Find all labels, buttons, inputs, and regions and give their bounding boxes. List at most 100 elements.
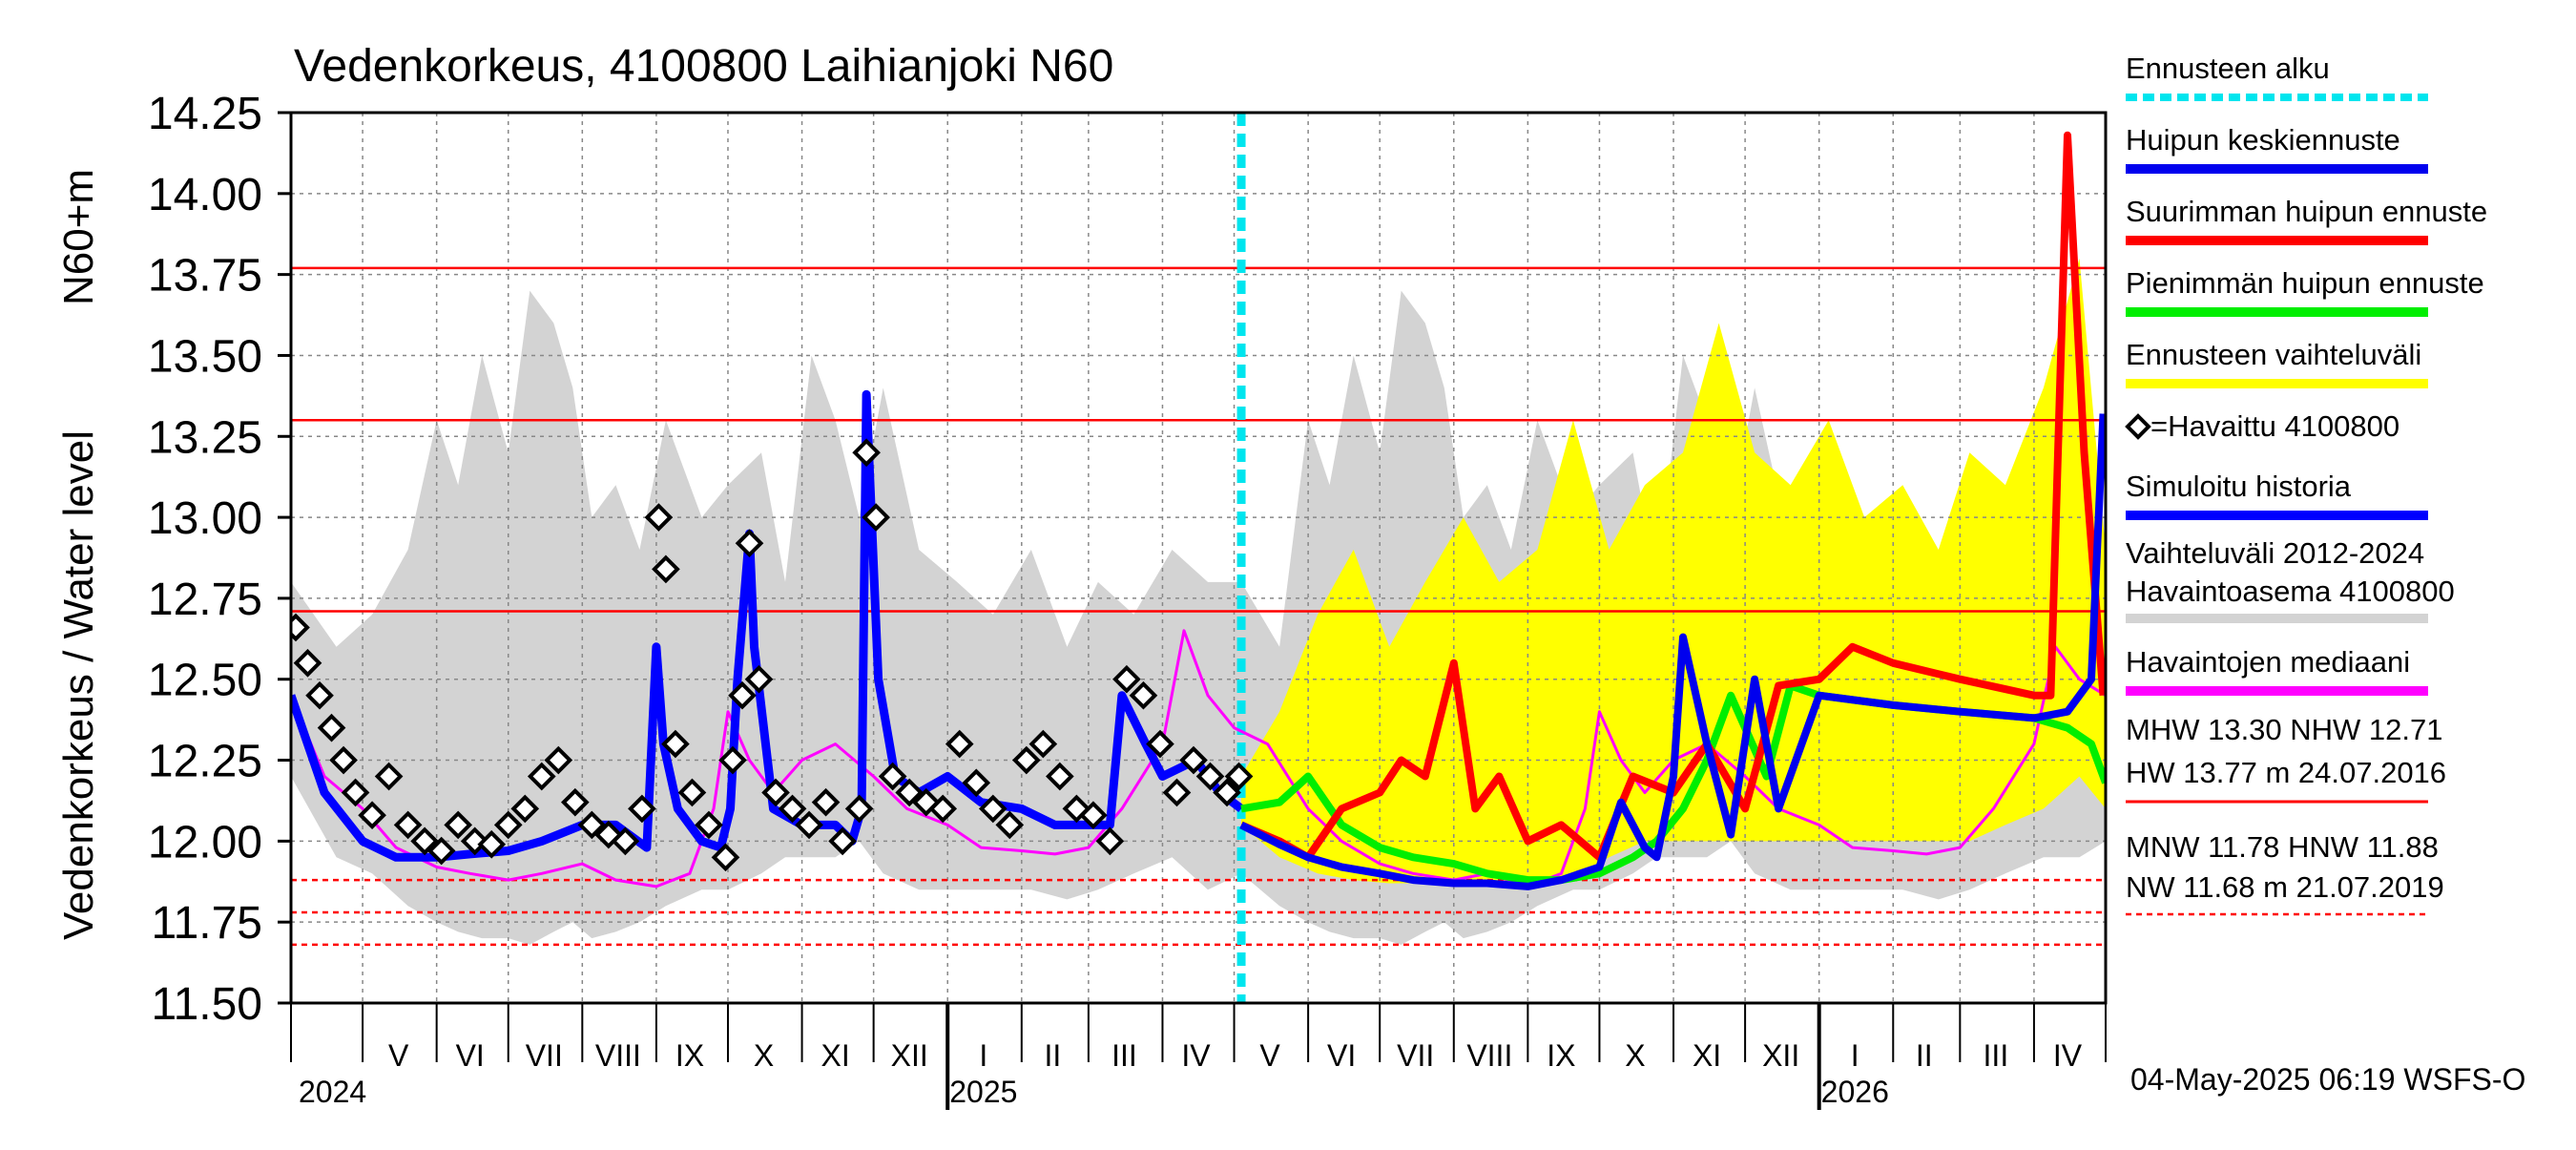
x-month-label: V [388,1038,409,1073]
observed-point [611,826,640,856]
legend-label-huipun-keskiennuste: Huipun keskiennuste [2126,123,2400,157]
observed-point [493,810,523,840]
stats-low-line2: NW 11.68 m 21.07.2019 [2126,870,2444,904]
x-month-label: XII [891,1038,928,1073]
observed-point [291,613,310,642]
legend-label-suurimman-huipun-ennuste: Suurimman huipun ennuste [2126,195,2487,228]
x-month-label: IX [1547,1038,1575,1073]
x-month-label: XI [821,1038,849,1073]
legend-label-ennusteen-vaihteluv-li: Ennusteen vaihteluväli [2126,338,2421,371]
observed-point [1146,729,1174,759]
legend-marker-observed [2125,413,2151,440]
observed-point [945,729,974,759]
y-tick-label: 12.75 [148,575,262,625]
observed-point [1046,762,1074,791]
y-tick-label: 13.50 [148,331,262,382]
y-tick-label: 14.00 [148,170,262,220]
observed-point [1079,801,1108,830]
x-month-label: XII [1762,1038,1799,1073]
observed-point [1213,778,1241,807]
y-tick-label: 12.25 [148,737,262,787]
observed-point [735,529,764,558]
x-month-label: VIII [595,1038,641,1073]
observed-point [293,648,322,678]
observed-point [410,826,439,856]
series-havaintojen-mediaani [291,629,2106,889]
x-month-label: VII [1397,1038,1434,1073]
legend-label-ennusteen-alku: Ennusteen alku [2126,52,2330,85]
observed-point [828,826,857,856]
y-tick-label: 14.25 [148,89,262,139]
y-tick-label: 12.00 [148,817,262,868]
observed-point [317,713,346,742]
observed-point [477,829,507,859]
y-tick-label: 13.75 [148,251,262,302]
legend: Ennusteen alku Huipun keskiennuste Suurimm… [2125,52,2487,916]
observed-point [1028,729,1058,759]
legend-label-simuloitu-historia: Simuloitu historia [2126,470,2352,503]
x-month-label: IX [675,1038,704,1073]
observed-point [393,810,423,840]
observed-point [718,745,747,775]
observed-point [711,843,740,872]
x-month-label: III [1984,1038,2009,1073]
observed-point [928,794,958,824]
observed-point [978,794,1008,824]
observed-point [795,810,823,840]
observed-point [1179,745,1208,775]
observed-point [544,745,573,775]
legend-label-havaintojen-mediaani: Havaintojen mediaani [2126,645,2410,679]
plot-frame [289,111,2108,1005]
observed-point [1011,745,1041,775]
observed-point [852,438,881,468]
observed-point [778,794,807,824]
observed-point [644,503,674,532]
stats-high-line2: HW 13.77 m 24.07.2016 [2126,756,2446,789]
observed-point [695,810,723,840]
observed-point [744,664,774,694]
observed-point [995,810,1025,840]
y-tick-label: 13.25 [148,412,262,463]
stats-low-line1: MNW 11.78 HNW 11.88 [2126,830,2439,864]
legend-label-vaihteluv-li-2012-2024: Vaihteluväli 2012-2024 [2126,536,2424,570]
x-month-label: I [1851,1038,1859,1073]
x-year-label: 2026 [1821,1075,1889,1109]
y-axis-unit: N60+m [55,169,102,305]
y-axis-label: Vedenkorkeus / Water level [55,430,102,940]
observed-point [358,801,386,830]
observed-point [652,554,680,584]
legend-label-station: Havaintoasema 4100800 [2126,575,2455,608]
footer-timestamp: 04-May-2025 06:19 WSFS-O [2130,1062,2525,1097]
observed-point [527,762,556,791]
x-month-label: IV [2053,1038,2083,1073]
x-month-label: VI [1327,1038,1356,1073]
observed-point [677,778,707,807]
observed-point [1095,826,1125,856]
observed-point [374,762,404,791]
x-month-label: VII [526,1038,563,1073]
x-month-label: I [979,1038,987,1073]
x-month-label: III [1111,1038,1137,1073]
y-tick-label: 11.50 [151,979,262,1030]
observed-point [1129,680,1158,710]
x-year-label: 2025 [949,1075,1017,1109]
y-tick-label: 13.00 [148,493,262,544]
y-tick-label: 11.75 [151,898,262,949]
observed-point [426,836,456,866]
observed-point [444,810,473,840]
x-month-label: II [1916,1038,1933,1073]
observed-point [728,680,757,710]
observed-point [811,787,841,817]
chart-title: Vedenkorkeus, 4100800 Laihianjoki N60 [294,41,1113,92]
legend-label-pienimm-n-huipun-ennuste: Pienimmän huipun ennuste [2126,266,2484,300]
x-month-label: X [1625,1038,1645,1073]
observed-point [341,778,370,807]
observed-point [510,794,540,824]
x-year-label: 2024 [299,1075,366,1109]
observed-point [895,778,924,807]
x-month-label: VI [456,1038,485,1073]
observed-point [329,745,358,775]
y-tick-label: 12.50 [148,656,262,706]
observed-point [560,787,590,817]
